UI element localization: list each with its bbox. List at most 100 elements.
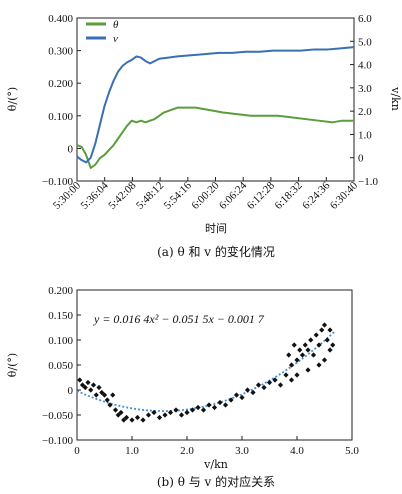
scatter-point bbox=[189, 407, 196, 413]
y-tick-left-label: 0.300 bbox=[48, 46, 73, 58]
scatter-point bbox=[302, 342, 308, 348]
y-tick-right-label: 3.0 bbox=[358, 83, 372, 95]
y-tick-right-label: 0 bbox=[358, 153, 364, 165]
y-tick-right-label: 4.0 bbox=[358, 60, 372, 72]
x-tick-label: 2.0 bbox=[180, 445, 194, 457]
scatter-point bbox=[195, 404, 201, 411]
scatter-point bbox=[140, 417, 146, 423]
scatter-point bbox=[110, 392, 116, 398]
y-axis-right-label: v/kn bbox=[389, 86, 402, 111]
scatter-point bbox=[112, 407, 119, 413]
scatter-point bbox=[121, 417, 127, 423]
scatter-point bbox=[151, 409, 157, 416]
scatter-point bbox=[266, 379, 273, 386]
scatter-point bbox=[308, 337, 314, 343]
scatter-point bbox=[250, 389, 256, 396]
legend-v-label: v bbox=[113, 33, 118, 45]
scatter-point bbox=[206, 402, 212, 408]
scatter-point bbox=[200, 407, 207, 413]
scatter-point bbox=[178, 412, 185, 418]
x-tick-label: 6:12:28 bbox=[245, 179, 278, 212]
scatter-point bbox=[101, 392, 108, 398]
x-tick-label: 1.0 bbox=[125, 445, 139, 457]
x-tick-label: 4.0 bbox=[290, 445, 304, 457]
scatter-point bbox=[184, 409, 190, 416]
y-tick-label: 0 bbox=[68, 385, 74, 397]
fit-equation: y = 0.016 4x² − 0.051 5x − 0.001 7 bbox=[93, 312, 265, 326]
scatter-point bbox=[327, 327, 333, 333]
y-tick-label: 0.200 bbox=[48, 285, 73, 297]
y-tick-left-label: 0.400 bbox=[48, 13, 73, 25]
scatter-point bbox=[299, 352, 306, 358]
legend-a: θ v bbox=[86, 19, 119, 45]
scatter-point bbox=[327, 347, 333, 353]
scatter-point bbox=[118, 409, 124, 416]
y-axis-left-label: θ/(°) bbox=[6, 87, 19, 111]
x-tick-label: 6:06:24 bbox=[217, 179, 250, 212]
chart-a: −0.100 0 0.100 0.200 0.300 0.400 −1.0 0 1.0 2.0 3… bbox=[6, 13, 402, 259]
scatter-point bbox=[167, 409, 174, 416]
y-axis-label-b: θ/(°) bbox=[6, 353, 19, 377]
x-tick-label: 3.0 bbox=[235, 445, 249, 457]
scatter-point bbox=[93, 392, 99, 398]
scatter-point bbox=[156, 414, 163, 421]
scatter-point bbox=[330, 342, 336, 348]
scatter-point bbox=[82, 384, 88, 391]
y-tick-right-label: 6.0 bbox=[358, 13, 372, 25]
scatter-point bbox=[233, 392, 240, 398]
caption-a: (a) θ 和 v 的变化情况 bbox=[157, 244, 275, 259]
y-tick-left-label: −0.100 bbox=[42, 176, 73, 188]
x-tick-label: 6:30:40 bbox=[328, 179, 361, 212]
chart-b: −0.100 −0.050 0 0.050 0.100 0.150 0.200 0 1.0 2.… bbox=[6, 285, 359, 489]
scatter-point bbox=[145, 412, 152, 418]
scatter-point bbox=[272, 377, 278, 383]
x-axis-label-b: v/kn bbox=[203, 458, 228, 471]
scatter-point bbox=[324, 337, 330, 343]
plot-frame-a bbox=[76, 17, 355, 182]
scatter-point bbox=[305, 347, 311, 353]
y-tick-label: 0.050 bbox=[48, 360, 73, 372]
scatter-point bbox=[319, 327, 325, 333]
scatter-point bbox=[99, 389, 105, 396]
scatter-point bbox=[77, 377, 83, 383]
scatter-point bbox=[217, 399, 223, 406]
scatter-point bbox=[283, 372, 289, 378]
y-tick-right-label: −1.0 bbox=[358, 176, 378, 188]
scatter-point bbox=[173, 407, 179, 413]
scatter-point bbox=[291, 342, 297, 348]
scatter-point bbox=[134, 414, 141, 421]
scatter-point bbox=[321, 357, 328, 363]
y-tick-label: 0.150 bbox=[48, 310, 73, 322]
scatter-point bbox=[107, 402, 113, 408]
scatter-point bbox=[313, 332, 319, 338]
scatter-point bbox=[228, 397, 234, 403]
scatter-point bbox=[310, 352, 317, 358]
scatter-point bbox=[115, 412, 121, 418]
scatter-point bbox=[79, 382, 86, 388]
scatter-point bbox=[222, 402, 229, 408]
scatter-point bbox=[277, 382, 284, 388]
y-tick-right-label: 5.0 bbox=[358, 36, 372, 48]
scatter-point bbox=[85, 379, 91, 386]
y-tick-right-label: 2.0 bbox=[358, 106, 372, 118]
y-tick-left-label: 0 bbox=[68, 143, 74, 155]
x-tick-label: 5:42:08 bbox=[106, 179, 139, 212]
y-tick-left-label: 0.200 bbox=[48, 78, 73, 90]
scatter-point bbox=[255, 382, 262, 388]
scatter-point bbox=[261, 384, 267, 391]
legend-theta-label: θ bbox=[113, 19, 119, 31]
y-tick-label: 0.100 bbox=[48, 335, 73, 347]
scatter-point bbox=[305, 367, 311, 373]
fit-curve bbox=[76, 330, 337, 412]
scatter-point bbox=[244, 387, 251, 393]
scatter-point bbox=[288, 362, 295, 368]
scatter-point bbox=[104, 397, 110, 403]
y-tick-label: −0.100 bbox=[42, 435, 73, 447]
series-v-line bbox=[76, 46, 355, 164]
scatter-point bbox=[286, 352, 292, 358]
x-tick-label: 0 bbox=[74, 445, 80, 457]
y-tick-left-label: 0.100 bbox=[48, 111, 73, 123]
scatter-point bbox=[211, 404, 218, 411]
scatter-point bbox=[90, 382, 97, 388]
